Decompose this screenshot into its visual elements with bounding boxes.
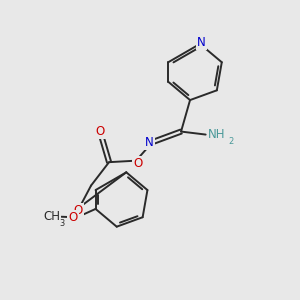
Text: O: O [133,157,142,170]
Text: 2: 2 [229,137,234,146]
Text: O: O [95,125,105,138]
Text: N: N [145,136,154,148]
Text: O: O [68,212,78,224]
Text: N: N [197,36,206,49]
Text: NH: NH [208,128,225,141]
Text: CH: CH [43,210,60,223]
Text: O: O [74,204,83,217]
Text: 3: 3 [59,219,64,228]
